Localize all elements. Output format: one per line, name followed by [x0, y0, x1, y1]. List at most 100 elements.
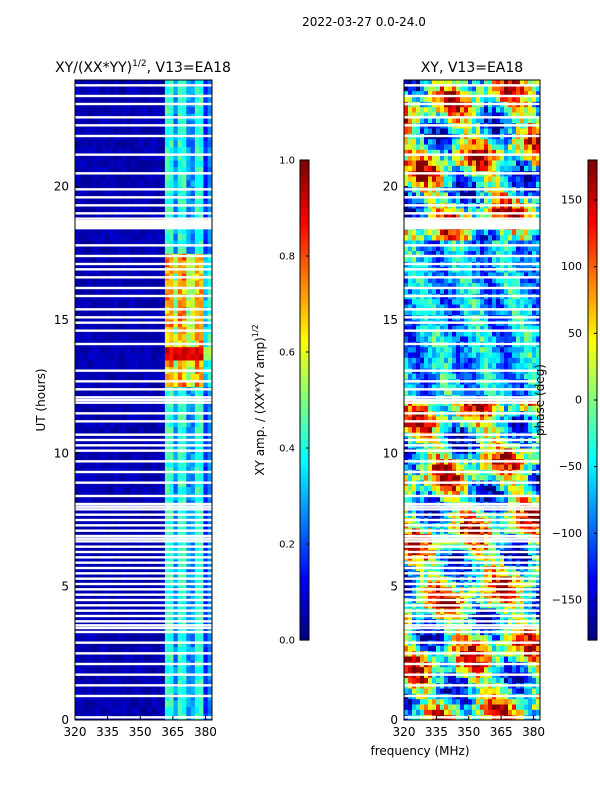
- amplitude-cell: [190, 373, 196, 381]
- amplitude-cell: [130, 180, 136, 188]
- amplitude-cell: [156, 300, 162, 308]
- amplitude-cell: [104, 380, 110, 388]
- amplitude-cell: [186, 286, 192, 294]
- amplitude-cell: [122, 373, 127, 381]
- amplitude-cell: [147, 520, 153, 528]
- amplitude-cell: [190, 333, 196, 341]
- phase-cell: [432, 250, 437, 257]
- phase-cell: [444, 405, 449, 412]
- phase-cell: [456, 346, 461, 353]
- phase-cell: [408, 298, 413, 305]
- amplitude-cell: [109, 226, 115, 234]
- phase-cell: [444, 149, 449, 156]
- amplitude-cell: [109, 80, 115, 88]
- amplitude-x-tick-label: 320: [64, 725, 87, 739]
- phase-cell: [420, 666, 425, 673]
- amplitude-cell: [113, 146, 119, 154]
- amplitude-cell: [164, 140, 170, 148]
- phase-cell: [444, 112, 449, 118]
- amplitude-cell: [160, 673, 166, 681]
- amplitude-cell: [109, 300, 115, 308]
- amplitude-cell: [87, 300, 93, 308]
- amplitude-cell: [177, 206, 183, 214]
- amplitude-cell: [100, 426, 106, 434]
- phase-cell: [456, 277, 461, 284]
- amplitude-cell: [139, 633, 144, 641]
- amplitude-cell: [139, 673, 144, 681]
- phase-cell: [436, 256, 441, 262]
- amplitude-cell: [79, 593, 85, 601]
- amplitude-cell: [177, 426, 183, 434]
- phase-cell: [416, 245, 421, 252]
- amplitude-cell: [199, 433, 204, 441]
- amplitude-cell: [134, 173, 140, 181]
- amplitude-cell: [83, 706, 89, 714]
- amplitude-cell: [160, 140, 166, 148]
- phase-cell: [452, 490, 457, 497]
- amplitude-colorbar-step: [300, 292, 309, 297]
- amplitude-cell: [164, 280, 170, 288]
- phase-cell: [404, 96, 409, 102]
- amplitude-cell: [100, 226, 106, 234]
- phase-cell: [444, 90, 449, 97]
- amplitude-cell: [130, 173, 136, 181]
- phase-cell: [444, 234, 449, 241]
- amplitude-cell: [182, 706, 187, 714]
- amplitude-cell: [173, 146, 179, 154]
- amplitude-cell: [160, 153, 166, 161]
- phase-cell: [404, 352, 409, 358]
- amplitude-cell: [194, 406, 200, 414]
- phase-cell: [420, 384, 425, 390]
- amplitude-cell: [113, 233, 119, 241]
- amplitude-cell: [83, 473, 89, 481]
- amplitude-cell: [173, 633, 179, 641]
- amplitude-cell: [152, 360, 157, 368]
- amplitude-cell: [139, 333, 144, 341]
- phase-cell: [420, 250, 425, 257]
- phase-cell: [412, 645, 417, 652]
- amplitude-cell: [143, 420, 149, 428]
- amplitude-cell: [126, 473, 132, 481]
- amplitude-cell: [87, 626, 93, 634]
- amplitude-cell: [83, 620, 89, 628]
- amplitude-cell: [143, 373, 149, 381]
- amplitude-colorbar-step: [300, 160, 309, 165]
- phase-cell: [436, 698, 441, 705]
- phase-cell: [448, 464, 453, 470]
- phase-cell: [436, 325, 441, 332]
- amplitude-cell: [199, 213, 204, 221]
- amplitude-cell: [203, 86, 209, 94]
- amplitude-cell: [207, 593, 213, 601]
- amplitude-cell: [199, 180, 204, 188]
- amplitude-cell: [79, 346, 85, 354]
- amplitude-cell: [92, 373, 97, 381]
- amplitude-cell: [122, 566, 127, 574]
- amplitude-cell: [190, 233, 196, 241]
- phase-cell: [444, 416, 449, 422]
- phase-cell: [424, 362, 429, 369]
- amplitude-flagged-row: [75, 369, 212, 372]
- amplitude-cell: [134, 653, 140, 661]
- phase-cell: [448, 240, 453, 246]
- amplitude-cell: [186, 486, 192, 494]
- phase-cell: [412, 426, 417, 433]
- phase-cell: [444, 453, 449, 460]
- phase-cell: [444, 698, 449, 705]
- phase-cell: [440, 197, 445, 204]
- amplitude-cell: [92, 546, 97, 554]
- amplitude-cell: [186, 466, 192, 474]
- amplitude-cell: [182, 406, 187, 414]
- amplitude-flagged-row: [75, 604, 212, 607]
- amplitude-cell: [122, 86, 127, 94]
- phase-cell: [408, 149, 413, 156]
- amplitude-cell: [164, 573, 170, 581]
- amplitude-cell: [134, 420, 140, 428]
- amplitude-cell: [83, 380, 89, 388]
- phase-cell: [428, 645, 433, 652]
- amplitude-cell: [194, 686, 200, 694]
- amplitude-cell: [143, 520, 149, 528]
- amplitude-colorbar-step: [300, 284, 309, 289]
- amplitude-cell: [75, 646, 80, 654]
- amplitude-cell: [169, 126, 174, 134]
- amplitude-colorbar-step: [300, 572, 309, 577]
